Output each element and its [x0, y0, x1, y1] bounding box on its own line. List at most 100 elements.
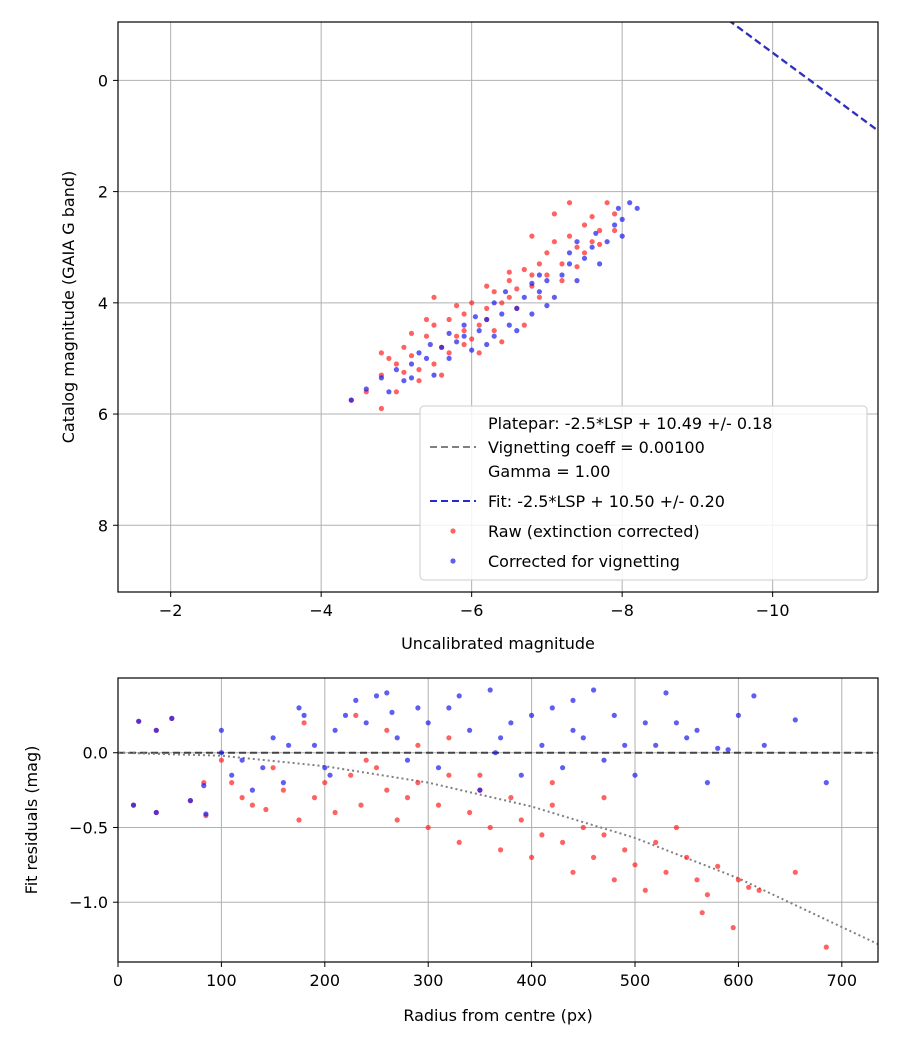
bottom-corrected-point	[311, 742, 318, 748]
bottom-corrected-point	[394, 735, 400, 741]
top-corrected-point	[484, 341, 490, 348]
bottom-raw-point	[746, 884, 752, 890]
bottom-raw-point	[642, 887, 648, 893]
magnitude-calibration-chart: −2 −4 −6 −8 −10 0 2 4 6 8 Uncalibrated magnitude…	[59, 21, 879, 653]
top-y-tick-label: 2	[98, 183, 108, 202]
bottom-raw-point	[673, 824, 680, 831]
top-raw-point	[378, 350, 384, 356]
top-raw-point	[506, 294, 512, 300]
top-raw-point	[416, 378, 422, 384]
top-raw-point	[521, 322, 527, 328]
bottom-x-tick-label: 500	[620, 971, 651, 990]
bottom-corrected-point	[260, 765, 266, 771]
bottom-raw-point	[477, 772, 483, 778]
legend: Platepar: -2.5*LSP + 10.49 +/- 0.18 Vign…	[419, 405, 868, 581]
bottom-corrected-point	[425, 720, 431, 726]
top-corrected-point	[604, 239, 610, 245]
bottom-raw-point	[239, 795, 245, 801]
bottom-corrected-point	[389, 709, 395, 716]
top-raw-point	[416, 367, 422, 373]
bottom-raw-point	[332, 809, 338, 816]
bottom-raw-point	[435, 802, 442, 808]
bottom-raw-point	[601, 832, 607, 838]
bottom-corrected-point	[684, 735, 690, 741]
bottom-raw-point	[270, 765, 276, 771]
bottom-raw-point	[311, 795, 318, 801]
bottom-raw-point	[549, 802, 555, 808]
top-scatter-points	[348, 200, 640, 412]
bottom-raw-point	[263, 806, 269, 813]
bottom-raw-point	[487, 824, 493, 831]
top-corrected-point	[566, 261, 573, 267]
top-fit-lines	[728, 22, 878, 132]
bottom-raw-point	[508, 795, 514, 801]
top-corrected-point	[431, 372, 437, 378]
bottom-x-tick-label: 0	[113, 971, 123, 990]
bottom-corrected-point	[270, 735, 276, 741]
top-corrected-point	[612, 222, 618, 228]
bottom-raw-point	[498, 847, 504, 853]
top-raw-point	[454, 333, 460, 339]
bottom-raw-point	[529, 854, 535, 861]
bottom-raw-point	[425, 824, 431, 831]
bottom-corrected-point	[218, 750, 224, 756]
top-raw-point	[461, 311, 467, 317]
top-raw-point	[446, 316, 452, 323]
top-y-tick-label: 4	[98, 294, 108, 313]
bottom-corrected-point	[725, 747, 731, 753]
bottom-scatter-points	[130, 687, 829, 950]
top-corrected-point	[469, 347, 475, 353]
top-raw-point	[544, 272, 550, 278]
top-raw-point	[446, 350, 452, 356]
top-raw-point	[393, 361, 399, 367]
bottom-raw-point	[560, 839, 566, 846]
bottom-raw-point	[684, 854, 690, 861]
bottom-corrected-point	[239, 757, 245, 763]
top-corrected-point	[393, 367, 399, 373]
top-raw-point	[536, 294, 543, 300]
bottom-x-ticks: 0 100 200 300 400 500 600 700	[113, 962, 857, 990]
bottom-corrected-point	[704, 780, 711, 786]
top-corrected-point	[559, 272, 565, 278]
bottom-raw-point	[518, 817, 524, 823]
top-x-tick-label: −10	[756, 601, 790, 620]
top-raw-point	[589, 214, 595, 220]
bottom-raw-point	[653, 839, 659, 846]
bottom-y-ticks: 0.0 −0.5 −1.0	[69, 744, 118, 912]
top-raw-point	[499, 300, 505, 306]
bottom-raw-point	[549, 780, 555, 786]
top-corrected-point	[491, 300, 497, 306]
bottom-raw-point	[358, 802, 364, 808]
top-corrected-point	[581, 255, 588, 261]
bottom-x-tick-label: 600	[723, 971, 754, 990]
bottom-raw-point	[280, 787, 286, 793]
top-corrected-point	[408, 375, 415, 381]
top-raw-point	[469, 336, 475, 342]
bottom-corrected-point	[539, 742, 545, 748]
bottom-corrected-point	[404, 757, 411, 763]
top-corrected-point	[461, 333, 467, 339]
bottom-corrected-point	[435, 765, 442, 771]
top-corrected-point	[499, 311, 505, 317]
top-raw-point	[461, 341, 467, 348]
bottom-corrected-point	[373, 693, 380, 699]
bottom-corrected-point	[735, 712, 742, 719]
bottom-corrected-point	[153, 727, 159, 733]
bottom-corrected-point	[153, 809, 159, 816]
top-corrected-point	[427, 341, 433, 348]
bottom-y-axis-label: Fit residuals (mag)	[22, 746, 41, 895]
top-corrected-point	[551, 294, 558, 300]
top-raw-point	[551, 239, 558, 245]
bottom-corrected-point	[415, 705, 421, 711]
bottom-corrected-point	[591, 687, 597, 693]
top-x-tick-label: −8	[610, 601, 634, 620]
bottom-raw-point	[384, 727, 390, 733]
bottom-raw-point	[322, 780, 328, 786]
top-raw-point	[566, 200, 573, 206]
bottom-corrected-point	[492, 750, 498, 756]
top-raw-point	[566, 233, 573, 239]
bottom-corrected-point	[280, 780, 286, 786]
bottom-raw-point	[715, 863, 721, 869]
top-corrected-point	[476, 328, 482, 334]
bottom-raw-point	[446, 772, 452, 778]
